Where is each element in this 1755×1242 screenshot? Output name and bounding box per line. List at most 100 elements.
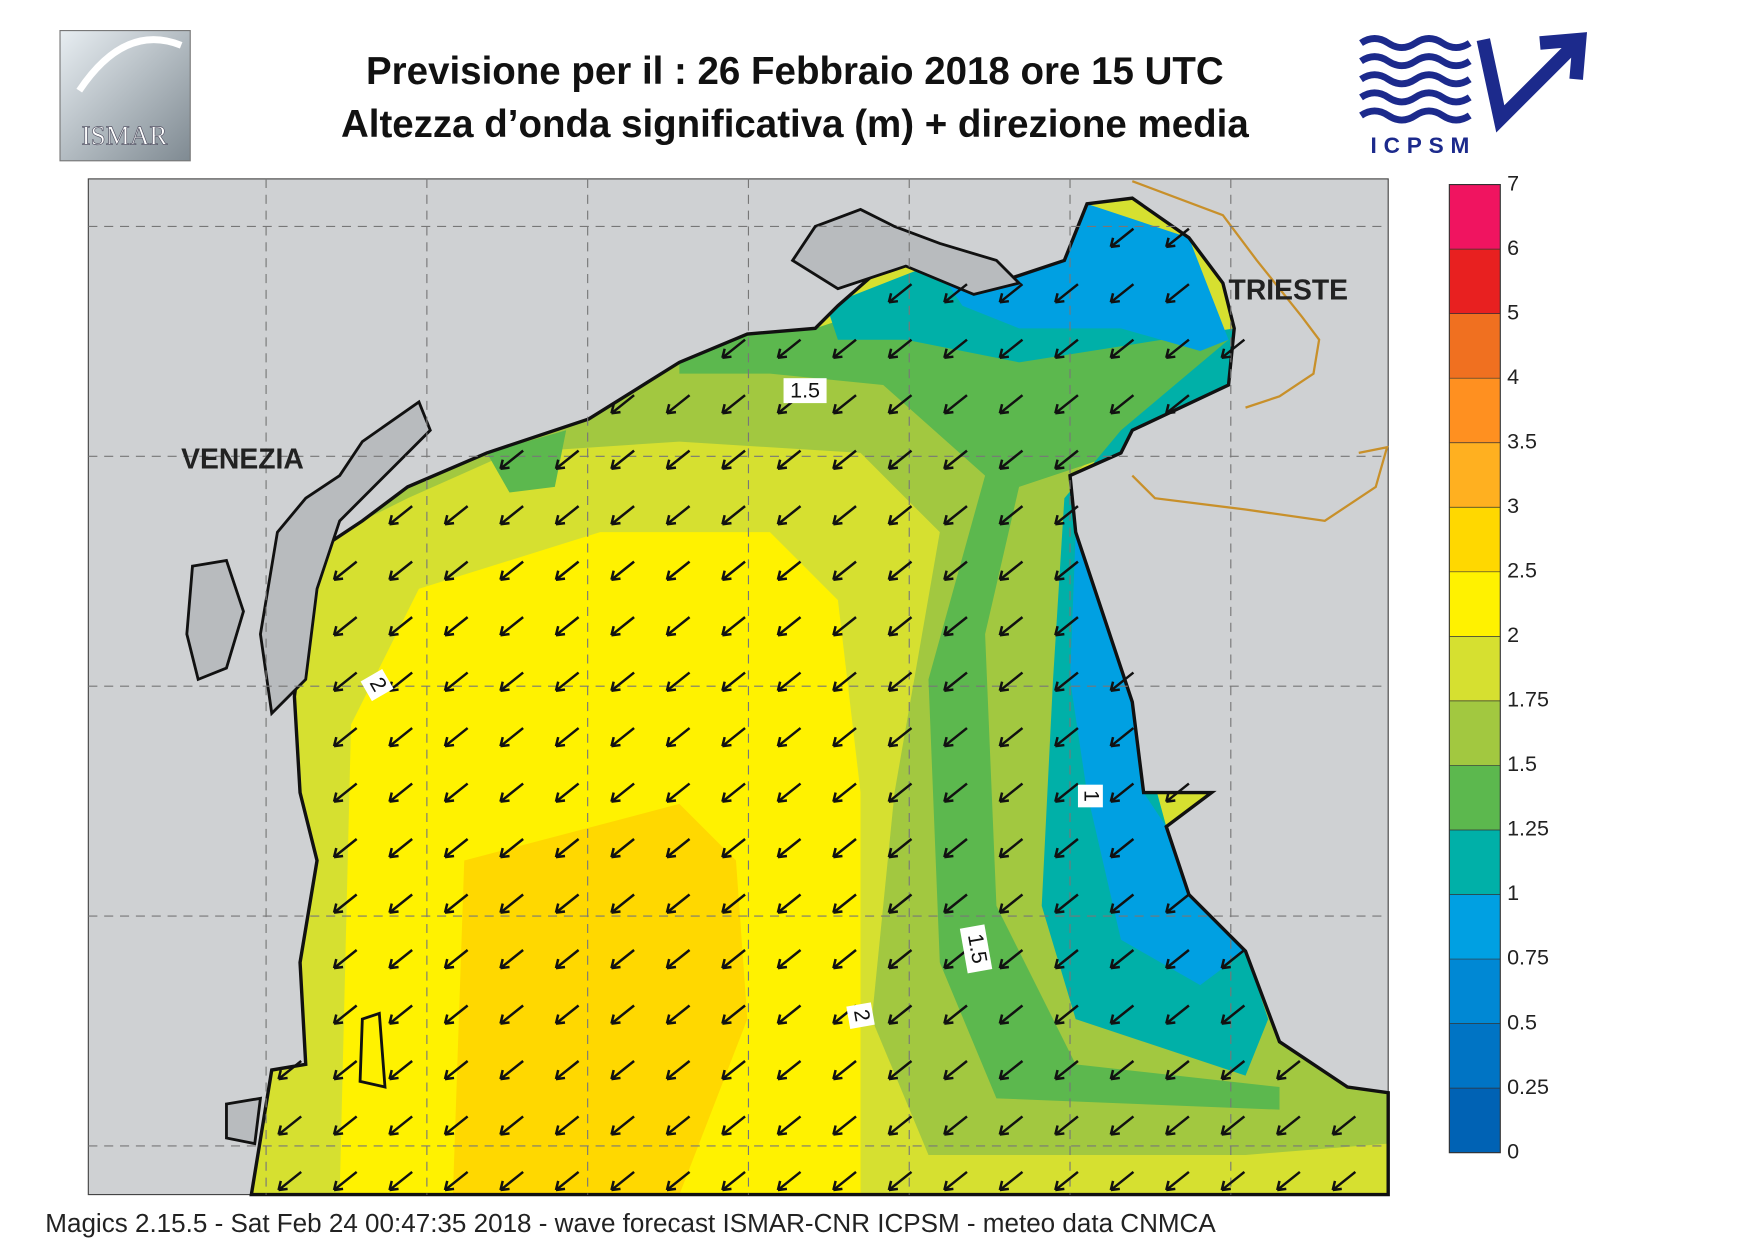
arrow [943,394,968,415]
arrow [887,671,913,692]
arrow [665,782,691,803]
zone-25 [452,803,748,1195]
title-line-1: Previsione per il : 26 Febbraio 2018 ore… [366,50,1224,93]
arrow [443,949,469,970]
direction-arrows [277,227,1357,1192]
arrow [832,893,857,914]
arrow [776,616,802,637]
arrow [776,782,802,803]
arrow [998,838,1024,859]
arrow [554,893,580,914]
arrow [1054,1115,1079,1136]
arrow [499,1004,524,1025]
arrow [832,338,857,360]
arrow [499,1170,524,1192]
arrow [1054,505,1079,526]
arrow [721,449,746,471]
arrow [499,505,524,526]
colorbar-label: 0.5 [1507,1010,1537,1034]
arrow [1276,1115,1301,1136]
arrow [832,1115,857,1136]
arrow [499,893,524,914]
arrow [943,893,968,914]
label-box [783,378,827,404]
arrow [443,671,469,692]
arrow [1109,227,1135,249]
contour-labels: 1.5 2 1 1.5 2 [360,378,1104,1029]
arrow [388,1004,413,1025]
arrow [1054,449,1079,471]
arrow [610,1059,635,1081]
lagoon [185,207,1022,1146]
colorbar-label: 0.25 [1507,1075,1549,1099]
arrow [610,727,635,748]
arrow [832,949,857,970]
arrow [1054,838,1079,859]
arrow [554,1059,580,1081]
arrow [887,283,913,304]
arrow [943,838,968,859]
arrow [443,838,469,859]
arrow [721,949,746,970]
arrow [1165,782,1190,803]
arrow [610,505,635,526]
arrow [1331,1170,1357,1192]
arrow [1165,893,1190,914]
arrow [332,838,358,859]
arrow [943,1004,968,1025]
label-box [360,669,394,702]
arrow [332,1004,358,1025]
colorbar-label: 3.5 [1507,429,1537,453]
arrow [998,671,1024,692]
colorbar-band [1449,507,1501,572]
arrow [610,1004,635,1025]
arrow [887,560,913,581]
arrow [499,727,524,748]
arrow [1054,893,1079,914]
colorbar-label: 5 [1507,300,1519,324]
arrow [943,949,968,970]
arrow [554,782,580,803]
arrow [776,1004,802,1025]
contour-label: 1.5 [963,932,992,966]
arrow [388,1059,413,1081]
arrow [887,1059,913,1081]
arrow [721,338,746,360]
title-line-2: Altezza d’onda significativa (m) + direz… [341,103,1249,146]
arrow [1109,283,1135,304]
arrow [721,782,746,803]
arrow [721,1115,746,1136]
arrow [554,949,580,970]
arrow [776,560,802,581]
arrow [1109,782,1135,803]
arrow [554,1170,580,1192]
arrow [887,616,913,637]
arrow [1165,949,1190,970]
arrow [1331,1115,1357,1136]
arrow [943,1170,968,1192]
arrow [332,616,358,637]
arrow [332,1115,358,1136]
colorbar-band [1449,442,1501,508]
arrow [776,1170,802,1192]
colorbar-band [1449,378,1501,443]
arrow [721,838,746,859]
arrow [388,560,413,581]
arrow [1054,1170,1079,1192]
arrow [610,1170,635,1192]
arrow [832,449,857,471]
arrow [610,893,635,914]
colorbar-label: 2 [1507,623,1519,647]
arrow [776,949,802,970]
arrow [443,782,469,803]
arrow [776,727,802,748]
contour-label: 1 [1080,790,1104,802]
arrow [554,1115,580,1136]
arrow [776,838,802,859]
logo-right [1359,32,1588,133]
arrow [1109,838,1135,859]
arrow [1054,727,1079,748]
arrow [388,727,413,748]
arrow [998,727,1024,748]
label-box [846,1002,875,1029]
